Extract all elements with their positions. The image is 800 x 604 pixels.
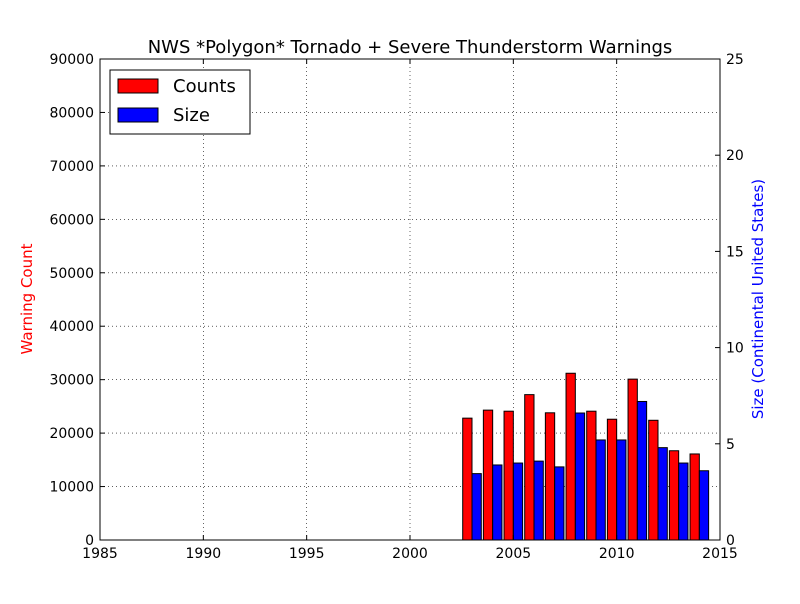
bar-size-2008 (574, 412, 586, 541)
y-tick-label-left: 40000 (49, 319, 94, 335)
y-tick-label-right: 20 (726, 148, 744, 164)
bar-size-2007 (554, 466, 565, 541)
bar-size-2003 (471, 473, 482, 541)
bar-counts-2005 (503, 410, 514, 541)
bar-counts-2010 (606, 418, 618, 541)
y-axis-label-left: Warning Count (18, 243, 36, 354)
legend-label-size: Size (173, 105, 210, 126)
bar-counts-2014 (689, 453, 700, 541)
y-tick-label-right: 0 (726, 533, 735, 549)
bar-counts-2004 (482, 409, 494, 541)
bar-counts-2012 (648, 419, 659, 541)
y-tick-label-right: 25 (726, 52, 744, 68)
bar-size-2014 (698, 470, 710, 541)
x-tick-label: 2000 (392, 546, 428, 562)
axis-ticks: 1985 1990 1995 2000 2005 2010 2015010000200003… (49, 52, 743, 562)
bar-size-2009 (595, 439, 606, 541)
bar-counts-2006 (524, 394, 535, 541)
bar-counts-2007 (544, 412, 556, 541)
bar-size-2010 (616, 439, 627, 541)
bar-size-2004 (492, 464, 503, 541)
bar-counts-2013 (668, 450, 680, 541)
y-axis-label-right: Size (Continental United States) (749, 179, 767, 419)
bar-counts-2011 (627, 378, 638, 541)
x-tick-label: 1985 (82, 546, 118, 562)
bar-size-2011 (636, 400, 648, 541)
legend-swatch-size (117, 107, 159, 123)
bar-counts-2009 (586, 410, 597, 541)
bar-size-2005 (512, 462, 524, 541)
y-tick-label-left: 0 (85, 533, 94, 549)
x-tick-label: 2015 (702, 546, 738, 562)
chart-title: NWS *Polygon* Tornado + Severe Thunderst… (148, 37, 673, 58)
x-tick-label: 1995 (289, 546, 325, 562)
y-tick-label-right: 5 (726, 437, 735, 453)
legend-swatch-counts (117, 78, 159, 94)
x-tick-label: 2010 (599, 546, 635, 562)
legend-label-counts: Counts (173, 76, 236, 97)
y-tick-label-left: 20000 (49, 426, 94, 442)
y-tick-label-left: 30000 (49, 373, 94, 389)
x-tick-label: 2005 (496, 546, 532, 562)
y-tick-label-left: 70000 (49, 159, 94, 175)
bars (462, 372, 710, 541)
y-tick-label-left: 60000 (49, 212, 94, 228)
y-tick-label-left: 90000 (49, 52, 94, 68)
y-tick-label-left: 10000 (49, 480, 94, 496)
y-tick-label-right: 10 (726, 341, 744, 357)
bar-counts-2003 (462, 417, 473, 541)
y-tick-label-left: 80000 (49, 105, 94, 121)
bar-size-2006 (533, 460, 544, 541)
bar-size-2013 (678, 462, 689, 541)
bar-counts-2008 (565, 372, 576, 541)
y-tick-label-right: 15 (726, 244, 744, 260)
x-tick-label: 1990 (186, 546, 222, 562)
bar-size-2012 (657, 447, 668, 541)
y-tick-label-left: 50000 (49, 266, 94, 282)
legend[interactable]: Counts Size (109, 69, 251, 135)
